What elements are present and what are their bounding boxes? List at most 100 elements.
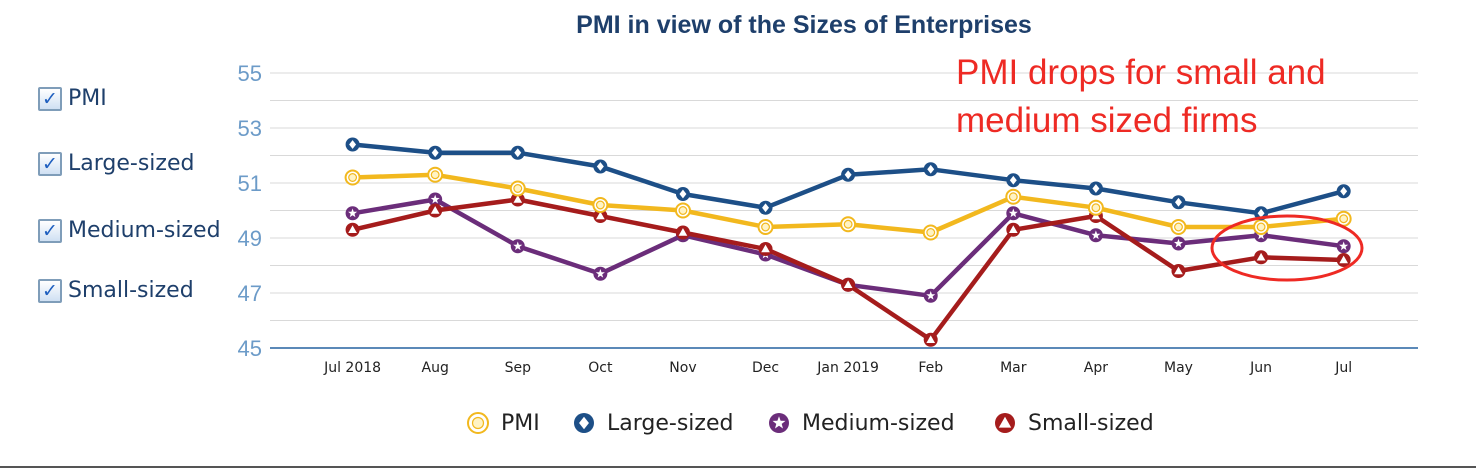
legend-toggle-small-sized[interactable]: ✓ Small-sized bbox=[38, 278, 194, 303]
x-tick-label-mar: Mar bbox=[1000, 360, 1027, 376]
x-tick-label-dec: Dec bbox=[752, 360, 779, 376]
point-small-sized-nov bbox=[675, 225, 690, 240]
annotation-highlight-ellipse bbox=[1210, 214, 1364, 282]
annotation-line-1: PMI drops for small and bbox=[956, 53, 1326, 92]
point-medium-sized-sep bbox=[510, 239, 525, 254]
legend-marker-medium-sized bbox=[769, 413, 789, 433]
legend-marker-large-sized bbox=[574, 413, 594, 433]
point-medium-sized-may bbox=[1171, 236, 1186, 251]
annotation-line-2: medium sized firms bbox=[956, 101, 1257, 140]
point-small-sized-may bbox=[1171, 264, 1186, 278]
legend-label-medium-sized: Medium-sized bbox=[802, 411, 955, 436]
checkbox-pmi[interactable]: ✓ bbox=[38, 86, 62, 111]
point-pmi-oct bbox=[592, 197, 609, 213]
point-small-sized-aug bbox=[428, 203, 443, 218]
x-tick-label-jan-2019: Jan 2019 bbox=[816, 360, 879, 376]
point-large-sized-nov bbox=[675, 187, 690, 201]
x-tick-label-jul-2018: Jul 2018 bbox=[323, 360, 381, 376]
series-large-sized bbox=[345, 137, 1351, 221]
point-large-sized-may bbox=[1171, 195, 1186, 210]
y-tick-label-55: 55 bbox=[238, 61, 262, 86]
x-tick-label-feb: Feb bbox=[918, 360, 943, 376]
point-pmi-apr bbox=[1087, 199, 1104, 216]
point-small-sized-jul bbox=[1336, 253, 1351, 267]
point-medium-sized-feb bbox=[923, 288, 938, 303]
x-tick-label-nov: Nov bbox=[669, 360, 696, 376]
point-large-sized-apr bbox=[1088, 181, 1103, 196]
legend-item-small-sized[interactable]: Small-sized bbox=[995, 411, 1154, 436]
checkbox-large-sized[interactable]: ✓ bbox=[38, 151, 62, 176]
point-small-sized-mar bbox=[1006, 222, 1021, 237]
point-large-sized-mar bbox=[1006, 173, 1021, 188]
point-pmi-mar bbox=[1005, 188, 1022, 205]
point-pmi-may bbox=[1170, 219, 1187, 235]
x-tick-label-oct: Oct bbox=[588, 360, 613, 376]
point-medium-sized-jul bbox=[1336, 239, 1351, 254]
x-tick-label-may: May bbox=[1164, 360, 1193, 376]
point-pmi-jun bbox=[1253, 219, 1270, 235]
point-large-sized-jan-2019 bbox=[841, 167, 856, 182]
legend-marker-small-sized bbox=[995, 413, 1015, 433]
chart-legend: PMI Large-sized Medium-sized Small-sized bbox=[467, 411, 1154, 436]
checkbox-medium-sized[interactable]: ✓ bbox=[38, 218, 62, 243]
legend-marker-pmi bbox=[467, 412, 489, 434]
point-small-sized-jul-2018 bbox=[345, 222, 360, 237]
legend-item-pmi[interactable]: PMI bbox=[467, 411, 540, 436]
x-axis-ticks: Jul 2018 Aug Sep Oct Nov Dec Jan 2019 Feb Mar Apr… bbox=[323, 360, 1352, 376]
y-tick-label-45: 45 bbox=[238, 336, 262, 361]
point-pmi-nov bbox=[674, 202, 691, 219]
point-pmi-jul-2018 bbox=[344, 169, 361, 186]
point-small-sized-feb bbox=[923, 332, 938, 347]
point-pmi-dec bbox=[757, 219, 774, 235]
y-axis-ticks: 45 47 49 51 53 55 bbox=[238, 61, 262, 361]
point-pmi-sep bbox=[509, 180, 526, 197]
bottom-divider bbox=[0, 466, 1476, 468]
point-large-sized-feb bbox=[923, 162, 938, 177]
x-tick-label-apr: Apr bbox=[1084, 360, 1108, 376]
point-medium-sized-mar bbox=[1006, 206, 1021, 221]
legend-toggle-large-sized[interactable]: ✓ Large-sized bbox=[38, 151, 194, 176]
legend-label-large-sized: Large-sized bbox=[607, 411, 733, 436]
point-pmi-jan-2019 bbox=[840, 216, 857, 233]
point-pmi-aug bbox=[427, 166, 444, 183]
legend-item-large-sized[interactable]: Large-sized bbox=[574, 411, 733, 436]
x-tick-label-jun: Jun bbox=[1249, 360, 1272, 376]
legend-label-pmi: PMI bbox=[501, 411, 540, 436]
point-small-sized-oct bbox=[593, 209, 608, 223]
x-tick-label-jul: Jul bbox=[1334, 360, 1352, 376]
legend-toggle-medium-sized[interactable]: ✓ Medium-sized bbox=[38, 218, 221, 243]
series-pmi bbox=[344, 166, 1352, 241]
point-large-sized-sep bbox=[510, 145, 525, 160]
point-pmi-feb bbox=[922, 224, 939, 241]
annotation: PMI drops for small and medium sized fir… bbox=[956, 53, 1364, 282]
legend-toggle-large-sized-label: Large-sized bbox=[68, 151, 195, 176]
x-tick-label-aug: Aug bbox=[422, 360, 449, 376]
point-small-sized-jun bbox=[1254, 250, 1269, 265]
series-layer bbox=[344, 137, 1352, 347]
point-medium-sized-aug bbox=[428, 192, 443, 207]
point-large-sized-jul bbox=[1336, 184, 1351, 199]
legend-item-medium-sized[interactable]: Medium-sized bbox=[769, 411, 955, 436]
y-tick-label-53: 53 bbox=[238, 116, 262, 141]
point-large-sized-aug bbox=[428, 145, 443, 160]
y-tick-label-51: 51 bbox=[238, 171, 262, 196]
y-tick-label-49: 49 bbox=[238, 226, 262, 251]
checkbox-small-sized[interactable]: ✓ bbox=[38, 278, 62, 303]
legend-toggle-pmi-label: PMI bbox=[68, 86, 107, 111]
legend-toggle-medium-sized-label: Medium-sized bbox=[68, 218, 221, 243]
point-small-sized-sep bbox=[510, 192, 525, 207]
point-small-sized-jan-2019 bbox=[841, 277, 856, 292]
point-medium-sized-oct bbox=[593, 266, 608, 281]
point-large-sized-dec bbox=[758, 200, 773, 215]
point-large-sized-oct bbox=[593, 159, 608, 174]
point-small-sized-dec bbox=[758, 242, 773, 256]
legend-label-small-sized: Small-sized bbox=[1028, 411, 1154, 436]
legend-toggle-small-sized-label: Small-sized bbox=[68, 278, 194, 303]
y-tick-label-47: 47 bbox=[238, 281, 262, 306]
point-medium-sized-jul-2018 bbox=[345, 206, 360, 221]
point-medium-sized-apr bbox=[1088, 228, 1103, 243]
series-small-sized bbox=[345, 192, 1351, 347]
chart-title: PMI in view of the Sizes of Enterprises bbox=[576, 11, 1032, 39]
legend-toggle-pmi[interactable]: ✓ PMI bbox=[38, 86, 107, 111]
